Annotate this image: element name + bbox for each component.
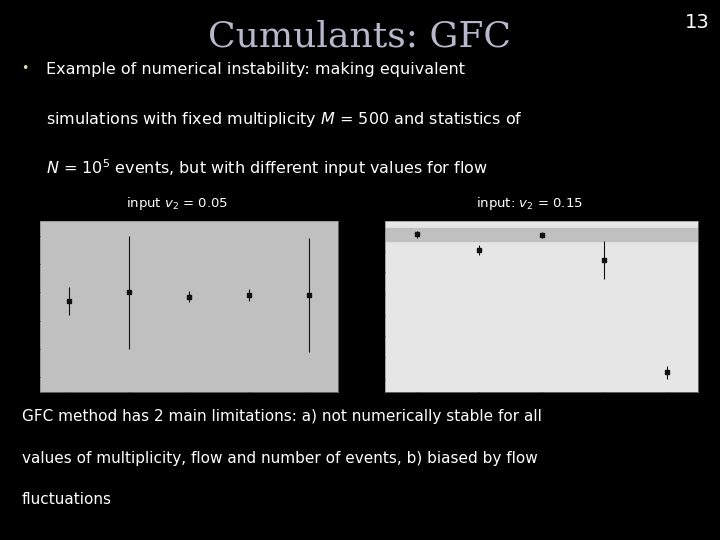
- Text: values of multiplicity, flow and number of events, b) biased by flow: values of multiplicity, flow and number …: [22, 450, 537, 465]
- Text: Example of numerical instability: making equivalent: Example of numerical instability: making…: [46, 62, 465, 77]
- Text: input: $v_2$ = 0.15: input: $v_2$ = 0.15: [476, 195, 583, 212]
- Text: GFC method has 2 main limitations: a) not numerically stable for all: GFC method has 2 main limitations: a) no…: [22, 409, 541, 424]
- Text: simulations with fixed multiplicity $\mathit{M}$ = 500 and statistics of: simulations with fixed multiplicity $\ma…: [46, 110, 523, 129]
- Text: 13: 13: [685, 13, 709, 32]
- Bar: [385, 228, 698, 240]
- Text: fluctuations: fluctuations: [22, 492, 112, 508]
- Text: $\mathit{N}$ = 10$^5$ events, but with different input values for flow: $\mathit{N}$ = 10$^5$ events, but with d…: [46, 157, 487, 179]
- Bar: [40, 151, 338, 462]
- Text: Cumulants: GFC: Cumulants: GFC: [209, 19, 511, 53]
- Text: •: •: [22, 62, 29, 75]
- Text: input $v_2$ = 0.05: input $v_2$ = 0.05: [126, 195, 228, 212]
